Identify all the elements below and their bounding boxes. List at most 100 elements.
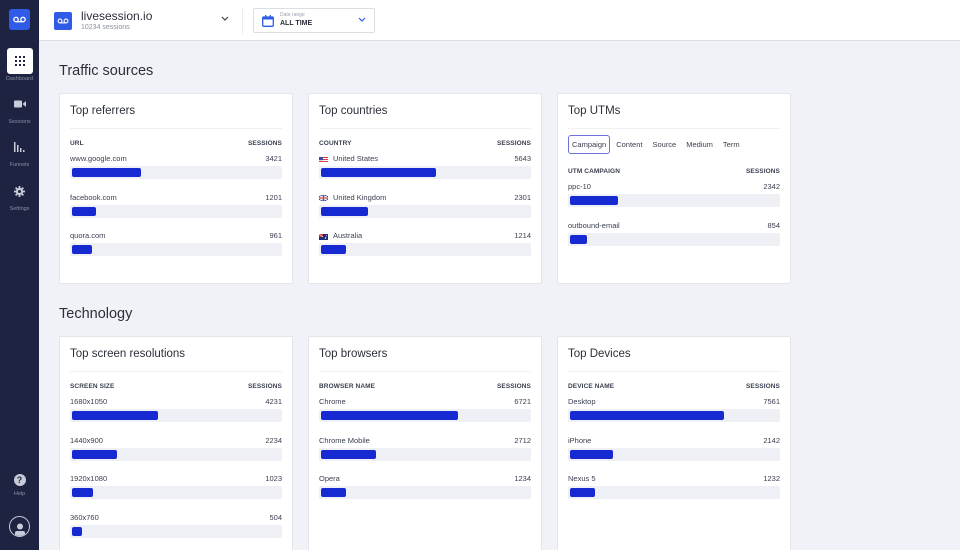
sidebar-item-dashboard[interactable]: Dashboard [0,48,39,82]
progress-track [319,243,531,256]
card-top-devices: Top Devices DEVICE NAME SESSIONS Desktop… [557,336,791,550]
list-item[interactable]: iPhone 2142 [568,436,780,466]
progress-fill [72,245,92,254]
row-label-text: Chrome [319,397,346,406]
list-item[interactable]: Chrome 6721 [319,397,531,427]
row-label: 1440x900 [70,436,103,445]
row-value: 4231 [265,397,282,406]
list-item[interactable]: outbound-email 854 [568,221,780,251]
help-button[interactable]: ? Help [0,474,39,497]
site-logo [54,12,72,30]
progress-fill [72,411,158,420]
list-item[interactable]: 360x760 504 [70,513,282,543]
app-logo[interactable] [9,9,30,30]
date-range-select[interactable]: Date range ALL TIME [253,8,375,33]
card-title: Top referrers [70,105,136,117]
progress-fill [72,488,93,497]
progress-track [70,243,282,256]
gear-icon [7,178,33,204]
list-item[interactable]: 1440x900 2234 [70,436,282,466]
row-label: ppc-10 [568,182,591,191]
row-label-text: Australia [333,231,363,240]
card-title: Top browsers [319,348,388,360]
row-value: 2234 [265,435,282,445]
list-item[interactable]: Opera 1234 [319,474,531,504]
row-label: United Kingdom [318,192,387,202]
list-item[interactable]: Australia 1214 [318,231,531,261]
row-label-text: 1920x1080 [70,474,108,483]
row-label-text: 1440x900 [70,435,103,445]
card-divider [70,128,282,129]
progress-track [70,204,282,218]
list-item[interactable]: 1920x1080 1023 [70,474,282,504]
sidebar-item-funnels[interactable]: Funnels [0,134,39,168]
row-label: www.google.com [70,154,127,163]
column-header-screen-size: SCREEN SIZE [70,383,115,390]
row-label: 360x760 [70,513,99,522]
progress-fill [570,449,614,459]
row-label-text: Desktop [568,397,596,406]
tab-source[interactable]: Source [652,140,677,149]
row-value: 7561 [763,397,780,406]
list-item[interactable]: ppc-10 2342 [568,182,780,212]
row-label: Nexus 5 [568,474,596,483]
row-label-text: iPhone [568,435,592,445]
video-camera-icon [7,91,33,117]
tab-content[interactable]: Content [616,140,643,149]
card-top-utms: Top UTMs Campaign Content Source Medium … [557,93,791,284]
row-value: 854 [767,220,780,230]
sidebar-label: Dashboard [6,76,33,82]
row-value: 1232 [763,474,780,483]
progress-track [319,204,531,218]
row-label: quora.com [70,231,105,240]
progress-track [568,447,780,461]
flag-au-icon [318,233,328,240]
row-label-text: United Kingdom [333,192,387,202]
sidebar-item-sessions[interactable]: Sessions [0,91,39,125]
progress-track [568,486,780,499]
progress-track [70,409,282,422]
list-item[interactable]: Desktop 7561 [568,397,780,427]
tab-campaign[interactable]: Campaign [568,135,611,154]
column-header-device-name: DEVICE NAME [568,383,615,390]
progress-fill [570,488,595,497]
site-sessions-count: 10234 sessions [81,24,130,31]
sidebar-item-settings[interactable]: Settings [0,178,39,212]
user-icon [14,523,25,536]
list-item[interactable]: www.google.com 3421 [70,154,282,184]
row-label: Chrome Mobile [319,436,370,445]
tab-term[interactable]: Term [722,140,740,149]
row-label-text: www.google.com [70,154,127,163]
row-label-text: outbound-email [568,220,620,230]
list-item[interactable]: Nexus 5 1232 [568,474,780,504]
row-label: Opera [319,474,340,483]
row-label: Australia [318,231,363,240]
row-label-text: Nexus 5 [568,474,596,483]
list-item[interactable]: quora.com 961 [70,231,282,261]
list-item[interactable]: 1680x1050 4231 [70,397,282,427]
funnel-bars-icon [7,134,33,160]
list-item[interactable]: United States 5643 [319,154,531,184]
row-label: outbound-email [568,221,620,230]
row-label-text: United States [333,154,379,163]
site-name[interactable]: livesession.io [81,9,153,23]
flag-uk-icon [318,194,329,202]
list-item[interactable]: United Kingdom 2301 [318,192,531,223]
list-item[interactable]: Chrome Mobile 2712 [319,436,531,466]
section-title-technology: Technology [59,306,133,322]
column-header-browser-name: BROWSER NAME [319,383,376,390]
calendar-icon [262,14,274,32]
site-switcher-chevron-icon[interactable] [221,13,229,23]
list-item[interactable]: facebook.com 1201 [70,193,282,223]
tab-medium[interactable]: Medium [686,140,713,149]
help-icon: ? [13,474,26,486]
user-avatar[interactable] [9,516,30,537]
progress-track [568,409,780,422]
voicemail-icon [13,16,26,23]
progress-fill [321,168,436,177]
progress-track [568,194,780,207]
column-header-sessions: SESSIONS [745,383,780,390]
card-top-screen-resolutions: Top screen resolutions SCREEN SIZE SESSI… [59,336,293,550]
row-label-text: facebook.com [70,192,117,202]
progress-fill [321,449,377,459]
